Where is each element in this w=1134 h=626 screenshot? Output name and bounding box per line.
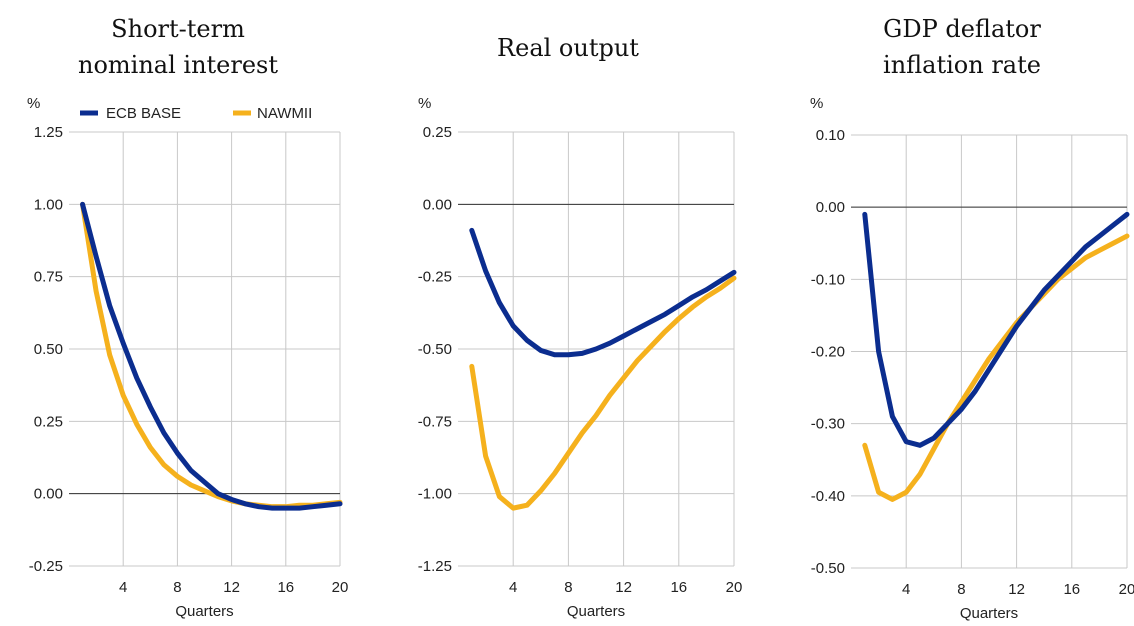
chart-title: Short-term — [111, 15, 245, 43]
y-tick-label: 1.25 — [34, 124, 63, 141]
y-tick-label: -0.25 — [418, 269, 452, 286]
y-unit-label: % — [418, 95, 431, 112]
series-line-nawmii — [469, 275, 737, 511]
y-tick-label: 0.75 — [34, 269, 63, 286]
y-tick-label: -0.40 — [811, 488, 845, 505]
y-tick-label: 0.00 — [34, 486, 63, 503]
x-tick-label: 12 — [1008, 581, 1025, 598]
y-unit-label: % — [27, 95, 40, 112]
series-line-nawmii — [80, 201, 343, 510]
y-tick-label: -0.30 — [811, 416, 845, 433]
x-tick-label: 8 — [957, 581, 965, 598]
y-tick-label: -0.10 — [811, 271, 845, 288]
x-axis-label: Quarters — [960, 605, 1018, 622]
y-tick-label: -0.20 — [811, 344, 845, 361]
y-tick-label: 0.25 — [423, 124, 452, 141]
y-tick-label: 0.50 — [34, 341, 63, 358]
y-unit-label: % — [810, 95, 823, 112]
series-line-ecb-base — [469, 227, 737, 358]
x-tick-label: 4 — [902, 581, 910, 598]
y-tick-label: -1.00 — [418, 486, 452, 503]
x-tick-label: 16 — [670, 579, 687, 596]
y-tick-label: -0.50 — [418, 341, 452, 358]
legend: ECB BASE NAWMII — [80, 105, 312, 122]
series-line-ecb-base — [80, 201, 343, 511]
y-tick-label: -0.25 — [29, 558, 63, 575]
y-tick-label: -1.25 — [418, 558, 452, 575]
y-tick-label: -0.50 — [811, 560, 845, 577]
x-tick-label: 16 — [277, 579, 294, 596]
y-tick-label: 1.00 — [34, 196, 63, 213]
x-tick-label: 16 — [1063, 581, 1080, 598]
chart-panel-1: Short-term nominal interest% -0.25 0.00 0.25… — [27, 15, 348, 620]
y-tick-label: 0.00 — [423, 196, 452, 213]
y-tick-label: 0.10 — [816, 127, 845, 144]
x-tick-label: 4 — [119, 579, 127, 596]
x-tick-label: 20 — [1119, 581, 1134, 598]
y-tick-label: -0.75 — [418, 413, 452, 430]
legend-label-ecb-base: ECB BASE — [106, 105, 181, 122]
x-axis-label: Quarters — [175, 603, 233, 620]
x-tick-label: 12 — [615, 579, 632, 596]
x-tick-label: 20 — [726, 579, 743, 596]
chart-title: inflation rate — [883, 51, 1041, 79]
chart-title: GDP deflator — [883, 15, 1041, 43]
chart-panel-3: GDP deflator inflation rate% -0.50 -0.40 -0.… — [810, 15, 1134, 622]
y-tick-label: 0.25 — [34, 413, 63, 430]
legend-label-nawmii: NAWMII — [257, 105, 312, 122]
x-axis-label: Quarters — [567, 603, 625, 620]
x-tick-label: 4 — [509, 579, 517, 596]
x-tick-label: 20 — [332, 579, 349, 596]
x-tick-label: 12 — [223, 579, 240, 596]
x-tick-label: 8 — [564, 579, 572, 596]
series-line-ecb-base — [862, 211, 1130, 448]
chart-panel-2: Real output% -1.25 -1.00 -0.75 -0.50 -0.25 0.0… — [418, 34, 743, 620]
x-tick-label: 8 — [173, 579, 181, 596]
series-line-nawmii — [862, 233, 1130, 502]
chart-title: Real output — [497, 34, 639, 62]
y-tick-label: 0.00 — [816, 199, 845, 216]
chart-title: nominal interest — [78, 51, 278, 79]
